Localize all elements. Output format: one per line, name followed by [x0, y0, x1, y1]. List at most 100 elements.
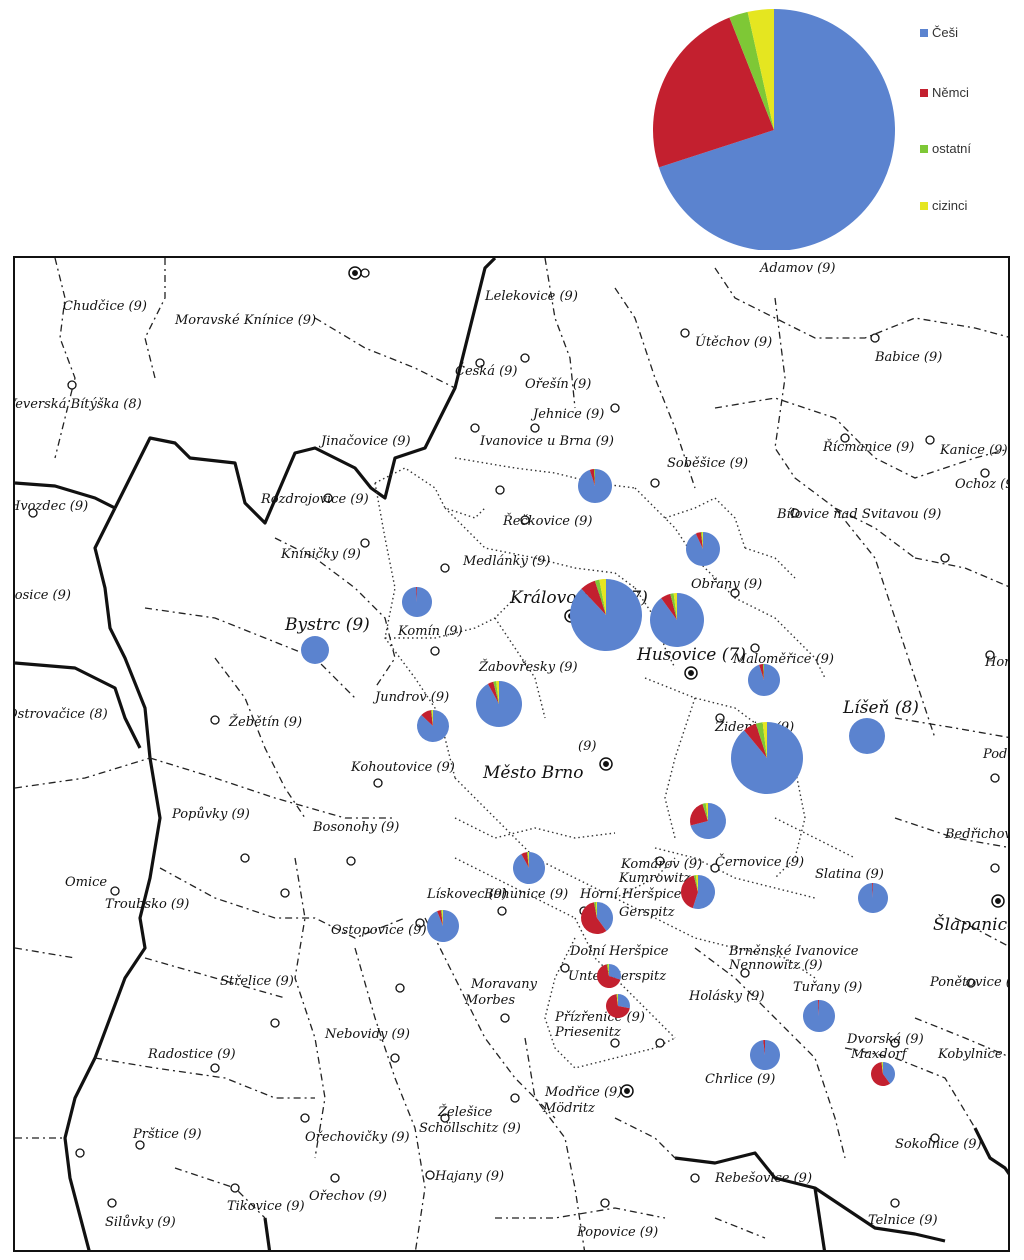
pie-slice-Češi [802, 1000, 835, 1032]
pie-Černovice [690, 803, 726, 839]
place-label: Řečkovice (9) [502, 513, 593, 529]
place-label: Sokolnice (9) [895, 1137, 982, 1152]
place-label: Ponětovice (9) [929, 975, 1010, 990]
place-label: Husovice (7) [636, 645, 746, 665]
place-label: Hajany (9) [434, 1169, 504, 1184]
pie-slice-Němci [817, 1000, 819, 1016]
pie-slice-cizinci [762, 722, 767, 758]
pie-slice-ostatní [762, 664, 764, 680]
pie-slice-cizinci [595, 902, 597, 918]
place-label: Česká (9) [455, 362, 518, 379]
town-markers [348, 266, 1005, 1098]
place-label: Kohoutovice (9) [350, 760, 455, 775]
pie-slice-ostatní [881, 1062, 883, 1074]
place-label: Bílovice nad Svitavou (9) [776, 507, 941, 522]
legend-label: Němci [932, 85, 969, 100]
pie-Bílovice nad Svitavou [686, 532, 720, 566]
pie-slice-cizinci [617, 994, 618, 1006]
pie-slice-ostatní [594, 579, 606, 615]
place-label: Rosice (9) [15, 588, 71, 603]
legend-swatch [920, 202, 928, 210]
pie-slice-Němci [872, 883, 873, 898]
place-label: Holásky (9) [688, 989, 765, 1004]
place-label: Přízřenice (9) [554, 1010, 645, 1025]
pie-Bohunice [512, 852, 545, 884]
pie-slice-ostatní [526, 852, 529, 868]
pie-Tuřany [802, 1000, 835, 1032]
pie-Dolní Heršpice [597, 964, 621, 988]
pie-Bystrc [301, 636, 329, 664]
pie-Maloměřice [747, 664, 780, 696]
place-label: Veverská Bítýška (8) [15, 397, 142, 412]
place-label: Moravany [470, 977, 538, 992]
pie-slice-cizinci [527, 852, 529, 868]
pie-slice-cizinci [673, 593, 677, 620]
place-label: Řícmanice (9) [822, 439, 914, 455]
pie-Přízřenice [606, 994, 630, 1018]
place-label: Moravské Knínice (9) [174, 313, 316, 328]
legend-label: Češi [932, 25, 959, 40]
pie-slice-Němci [416, 587, 417, 602]
place-label: Nennowitz (9) [728, 958, 823, 973]
place-label: Lelekovice (9) [484, 289, 578, 304]
pie-slice-ostatní [493, 681, 499, 704]
pie-slice-cizinci [705, 803, 708, 821]
place-label: Brněnské Ivanovice [728, 944, 859, 959]
pie-Chrlice [750, 1040, 780, 1070]
pie-slice-Češi [416, 710, 449, 742]
pie-slice-cizinci [441, 910, 443, 926]
village-markers [28, 268, 1000, 1208]
pie-slice-Němci [763, 1040, 765, 1055]
place-label: Bohunice (9) [483, 887, 568, 902]
place-label: Morbes [464, 993, 515, 1008]
place-label: Obřany (9) [691, 577, 762, 592]
place-label: Horní Heršpice [579, 887, 682, 902]
pie-slice-Němci [581, 902, 607, 934]
place-label: Jinačovice (9) [318, 434, 411, 449]
pie-slice-Němci [421, 710, 433, 726]
pie-Jundrov [416, 710, 449, 742]
pie-slice-Češi [570, 579, 643, 651]
pie-slice-Němci [744, 723, 767, 758]
pie-slice-Němci [870, 1062, 891, 1086]
pie-slice-Češi [609, 964, 621, 980]
pie-slice-Němci [606, 994, 630, 1018]
place-label: Rozdrojovice (9) [260, 492, 369, 507]
pie-slice-ostatní [616, 994, 618, 1006]
pie-slice-Němci [487, 681, 499, 704]
place-label: Modřice (9) [544, 1085, 622, 1100]
place-label: Priesenitz [554, 1025, 621, 1040]
place-label: Chudčice (9) [63, 299, 147, 314]
pie-Slatina [858, 883, 889, 913]
legend-item-czechs: Češi [920, 25, 959, 40]
pie-Dvorská [870, 1062, 896, 1086]
pie-slice-cizinci [747, 9, 774, 130]
pie-Žabovřesky [476, 681, 522, 727]
pie-Komín [402, 587, 433, 617]
pie-slice-cizinci [701, 532, 703, 549]
legend-swatch [920, 89, 928, 97]
place-label: Tuřany (9) [793, 980, 862, 995]
place-label: Kobylnice [937, 1047, 1003, 1062]
place-label: Babice (9) [874, 350, 942, 365]
place-label: Gerspitz [619, 905, 675, 920]
pie-slice-cizinci [496, 681, 499, 704]
pie-slice-ostatní [702, 803, 708, 821]
overall-pie-chart [653, 9, 895, 250]
place-label: Medlánky (9) [462, 554, 550, 569]
pie-slice-ostatní [430, 710, 433, 726]
place-label: Bosonohy (9) [312, 820, 399, 835]
pie-slice-Češi [618, 994, 630, 1009]
overall-pie [653, 9, 895, 250]
place-label: Bystrc (9) [284, 615, 370, 635]
place-label: Ostrovačice (8) [15, 707, 108, 722]
pie-slice-ostatní [440, 910, 443, 926]
pie-slice-Češi [849, 718, 885, 754]
pie-slice-Němci [597, 964, 621, 988]
municipal-boundaries [15, 258, 1008, 1250]
legend-label: ostatní [932, 141, 972, 156]
pie-slice-Češi [301, 636, 329, 664]
pie-slice-ostatní [593, 469, 595, 486]
place-label: Bedřichovice [944, 827, 1010, 842]
pie-slice-Češi [658, 9, 895, 250]
